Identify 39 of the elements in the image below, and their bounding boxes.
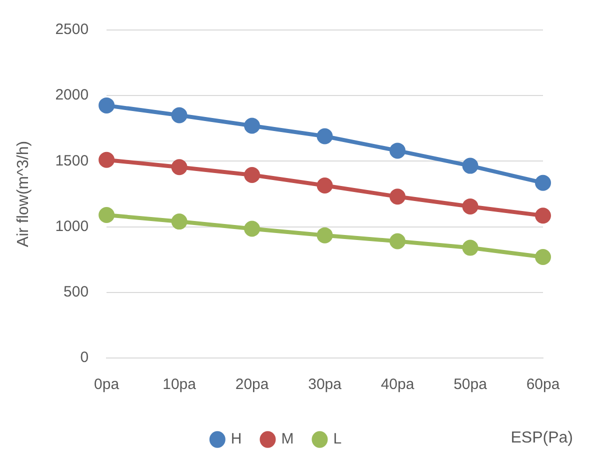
point [316, 227, 333, 244]
point [244, 118, 260, 134]
x-tick-label: 0pa [94, 376, 120, 394]
point [316, 177, 333, 194]
point [535, 248, 551, 265]
x-tick-label: 60pa [526, 376, 560, 394]
x-tick-label: 30pa [308, 376, 342, 394]
point [171, 214, 188, 230]
point [171, 159, 188, 176]
point [390, 233, 406, 250]
point [535, 174, 551, 191]
y-tick-label: 2000 [55, 86, 89, 104]
point [535, 208, 551, 224]
x-tick-label: 10pa [162, 376, 197, 394]
x-axis-title: ESP(Pa) [510, 429, 573, 446]
point [98, 97, 115, 114]
point [462, 158, 478, 174]
point [98, 152, 115, 168]
y-tick-label: 0 [80, 349, 89, 366]
y-tick-label: 2500 [55, 21, 89, 38]
point [390, 142, 406, 159]
y-axis-title: Air flow(m^3/h) [15, 140, 32, 248]
legend-label: M [281, 430, 294, 448]
y-tick-label: 500 [64, 284, 89, 301]
y-tick-label: 1000 [55, 218, 89, 235]
x-tick-label: 20pa [235, 376, 270, 394]
legend-label: L [333, 430, 342, 448]
point [390, 188, 406, 205]
x-tick-label: 50pa [454, 376, 488, 394]
x-tick-label: 40pa [380, 376, 415, 394]
point [316, 128, 333, 144]
y-tick-label: 1500 [55, 152, 89, 170]
point [462, 240, 478, 256]
point [462, 198, 478, 214]
point [244, 220, 260, 237]
point [244, 166, 260, 183]
legend-label: H [230, 430, 242, 448]
point [98, 206, 115, 223]
point [171, 107, 188, 124]
